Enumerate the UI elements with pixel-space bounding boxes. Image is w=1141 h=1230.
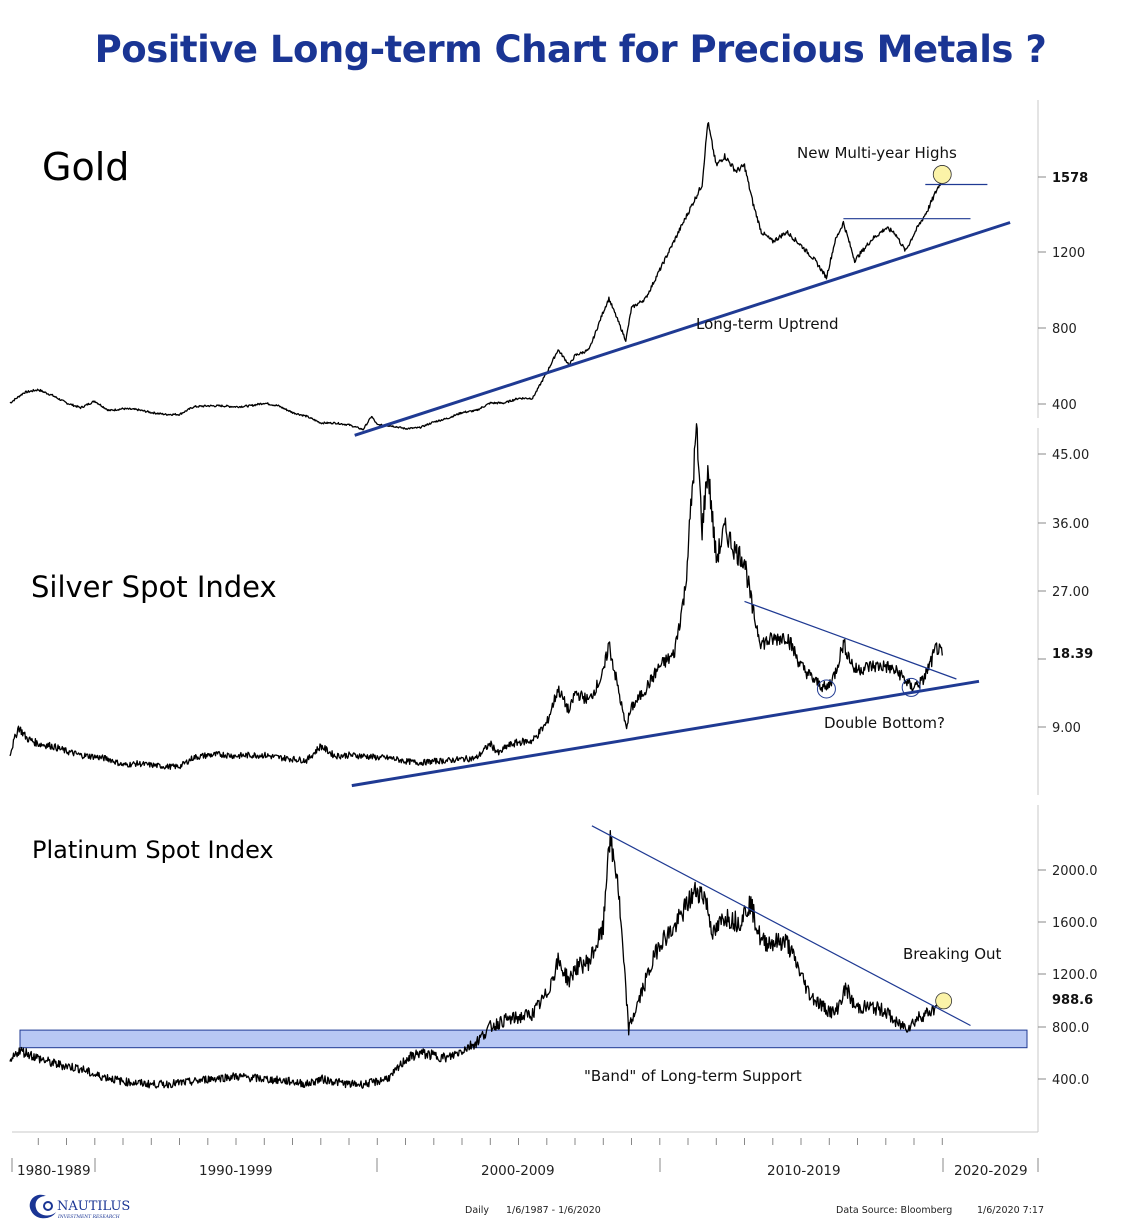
x-axis-ticks [37, 1138, 943, 1145]
logo-name: NAUTILUS [57, 1199, 130, 1214]
nautilus-swirl-icon [29, 1194, 56, 1219]
footer-frequency: Daily [465, 1205, 489, 1216]
gold-tick-800: 800 [1052, 322, 1077, 337]
x-label-2010s: 2010-2019 [767, 1163, 841, 1179]
footer-source: Data Source: Bloomberg [836, 1205, 952, 1216]
annotation-breaking-out: Breaking Out [903, 945, 1002, 963]
nautilus-swirl-center-icon [43, 1201, 53, 1211]
platinum-tick-1200: 1200.0 [1052, 968, 1098, 983]
platinum-trendline-descending-resistance [591, 825, 971, 1027]
silver-panel-title: Silver Spot Index [31, 570, 277, 604]
silver-trendline-descending-resistance [744, 600, 957, 680]
annotation-support-band: "Band" of Long-term Support [584, 1067, 802, 1085]
gold-y-ticks: 1578 1200 800 400 [1038, 171, 1088, 413]
gold-trendline-long-term-uptrend [354, 221, 1011, 437]
nautilus-logo: NAUTILUS INVESTMENT RESEARCH [29, 1194, 130, 1220]
silver-double-bottom-circle [816, 679, 836, 699]
x-label-1980s: 1980-1989 [17, 1163, 91, 1179]
platinum-tick-400: 400.0 [1052, 1073, 1089, 1088]
silver-trendline-long-term-uptrend [351, 679, 980, 788]
silver-y-ticks: 45.00 36.00 27.00 18.39 9.00 [1038, 448, 1093, 736]
x-label-2000s: 2000-2009 [481, 1163, 555, 1179]
platinum-panel [9, 825, 971, 1089]
x-label-2020s: 2020-2029 [954, 1163, 1028, 1179]
gold-last-value: 1578 [1052, 171, 1088, 186]
logo-subtitle: INVESTMENT RESEARCH [57, 1214, 120, 1220]
x-axis-decade-separators [11, 1158, 1039, 1172]
platinum-panel-title: Platinum Spot Index [32, 836, 274, 864]
chart-title: Positive Long-term Chart for Precious Me… [94, 28, 1047, 71]
gold-panel [9, 122, 1011, 437]
platinum-tick-1600: 1600.0 [1052, 916, 1098, 931]
gold-panel-title: Gold [42, 145, 129, 189]
gold-new-high-highlight [932, 165, 952, 184]
platinum-price-line [9, 830, 943, 1089]
platinum-tick-800: 800.0 [1052, 1021, 1089, 1036]
footer-date-range: 1/6/1987 - 1/6/2020 [506, 1205, 601, 1216]
platinum-y-ticks: 2000.0 1600.0 1200.0 988.6 800.0 400.0 [1038, 864, 1098, 1088]
annotation-new-highs: New Multi-year Highs [797, 144, 957, 162]
platinum-tick-2000: 2000.0 [1052, 864, 1098, 879]
annotation-double-bottom: Double Bottom? [824, 714, 945, 732]
platinum-last-value: 988.6 [1052, 993, 1093, 1008]
support-band [19, 1029, 1028, 1049]
silver-tick-9: 9.00 [1052, 721, 1081, 736]
silver-last-value: 18.39 [1052, 647, 1093, 662]
gold-tick-1200: 1200 [1052, 246, 1085, 261]
footer-timestamp: 1/6/2020 7:17 [977, 1205, 1044, 1216]
platinum-breakout-highlight [935, 992, 953, 1010]
silver-panel [9, 423, 980, 788]
silver-tick-45: 45.00 [1052, 448, 1089, 463]
silver-tick-36: 36.00 [1052, 517, 1089, 532]
gold-tick-400: 400 [1052, 398, 1077, 413]
x-label-1990s: 1990-1999 [199, 1163, 273, 1179]
silver-tick-27: 27.00 [1052, 585, 1089, 600]
gold-price-line [9, 122, 943, 431]
silver-price-line [9, 423, 943, 770]
annotation-long-term-uptrend: Long-term Uptrend [696, 315, 839, 333]
silver-double-bottom-circle [901, 677, 921, 697]
